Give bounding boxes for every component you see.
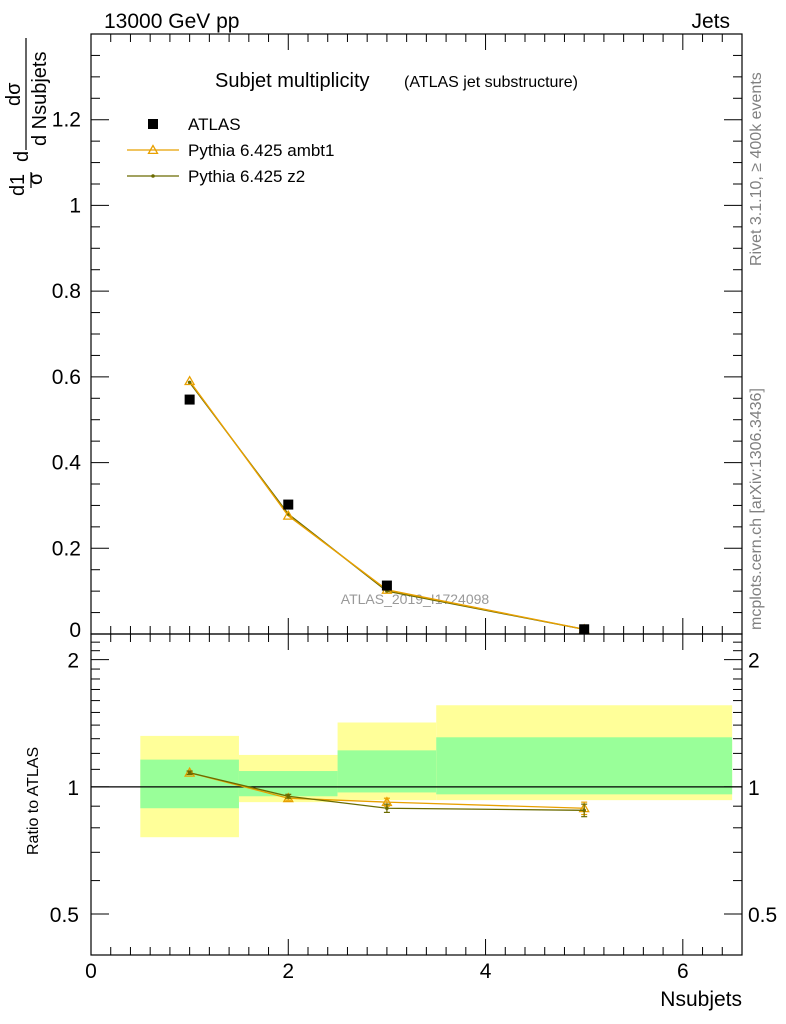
- rivet-label: Rivet 3.1.10, ≥ 400k events: [748, 72, 765, 266]
- ratio-point-1-0: [187, 770, 192, 775]
- ratio-band-inner-1: [238, 771, 338, 797]
- main-data-point-3: [579, 624, 590, 635]
- main-y-tick-label-0: 0.2: [52, 537, 81, 560]
- legend-marker-0: [148, 119, 158, 129]
- main-data-point-2: [381, 580, 392, 591]
- ylabel-d-frac-top: d: [7, 185, 29, 196]
- ylabel-d-nsubjets: d Nsubjets: [29, 52, 51, 147]
- legend: ATLAS Pythia 6.425 ambt1 Pythia 6.425 z2: [127, 115, 334, 186]
- ratio-y-tick-label-left-1: 1: [67, 777, 79, 800]
- x-tick-label-1: 2: [282, 960, 294, 983]
- ratio-point-1-3: [582, 808, 586, 813]
- main-point-1-0: [184, 375, 196, 386]
- ratio-y-tick-label-left-2: 2: [67, 650, 79, 673]
- ratio-point-1-1: [286, 794, 291, 799]
- main-y-tick-label-5: 1.2: [52, 109, 81, 132]
- main-y-tick-label-zero: 0: [69, 619, 81, 642]
- x-tick-label-0: 0: [85, 960, 97, 983]
- main-y-tick-label-1: 0.4: [52, 452, 82, 475]
- main-data-point-0: [184, 394, 195, 405]
- main-y-axis-label: d 1 σ d dσ d Nsubjets: [3, 38, 51, 196]
- header-left: 13000 GeV pp: [104, 10, 239, 33]
- main-y-tick-label-4: 1: [69, 194, 81, 217]
- legend-label-1: Pythia 6.425 ambt1: [188, 141, 334, 160]
- x-tick-label-2: 4: [480, 960, 492, 983]
- main-panel: 0.2 0.4 0.6 0.8 1 1.2 0: [52, 33, 743, 642]
- x-tick-label-3: 6: [677, 960, 689, 983]
- analysis-watermark: ATLAS_2019_I1724098: [341, 591, 490, 607]
- ratio-y-tick-label-right-0: 0.5: [748, 904, 777, 927]
- mcplots-label: mcplots.cern.ch [arXiv:1306.3436]: [748, 388, 765, 630]
- legend-marker-2: [151, 174, 155, 178]
- plot-title: Subjet multiplicity: [215, 70, 370, 92]
- ratio-frame: [90, 633, 743, 956]
- ratio-point-1-2: [385, 806, 389, 811]
- ratio-line-0: [189, 772, 585, 809]
- main-y-tick-label-2: 0.6: [52, 366, 81, 389]
- plot-subtitle: (ATLAS jet substructure): [404, 74, 578, 91]
- main-data-point-1: [283, 499, 294, 510]
- ylabel-d-left: d: [11, 151, 33, 162]
- ylabel-frac-den: σ: [25, 172, 47, 185]
- header-right: Jets: [691, 10, 730, 33]
- ratio-line-1: [189, 772, 585, 811]
- ratio-band-inner-0: [140, 759, 239, 809]
- ratio-y-tick-label-right-1: 1: [748, 777, 760, 800]
- legend-label-2: Pythia 6.425 z2: [188, 167, 305, 186]
- x-axis-label: Nsubjets: [660, 988, 742, 1011]
- ratio-y-axis-label: Ratio to ATLAS: [25, 747, 42, 855]
- ratio-band-inner-3: [436, 737, 733, 795]
- ratio-point-0-0: [184, 766, 196, 777]
- ratio-panel: 0 2 4 6 0.5 0.5 1 1 2 2: [50, 633, 777, 983]
- ratio-y-tick-label-right-2: 2: [748, 650, 760, 673]
- legend-label-0: ATLAS: [188, 115, 241, 134]
- ratio-y-tick-label-left-0: 0.5: [50, 904, 79, 927]
- ratio-band-inner-2: [337, 750, 437, 793]
- legend-marker-1: [147, 144, 159, 155]
- main-y-tick-label-3: 0.8: [52, 280, 81, 303]
- ylabel-dsigma: dσ: [3, 82, 25, 106]
- main-line-1: [189, 380, 585, 630]
- main-point-1-1: [282, 509, 294, 520]
- main-point-2-0: [187, 380, 192, 385]
- ylabel-frac-num: 1: [7, 174, 29, 185]
